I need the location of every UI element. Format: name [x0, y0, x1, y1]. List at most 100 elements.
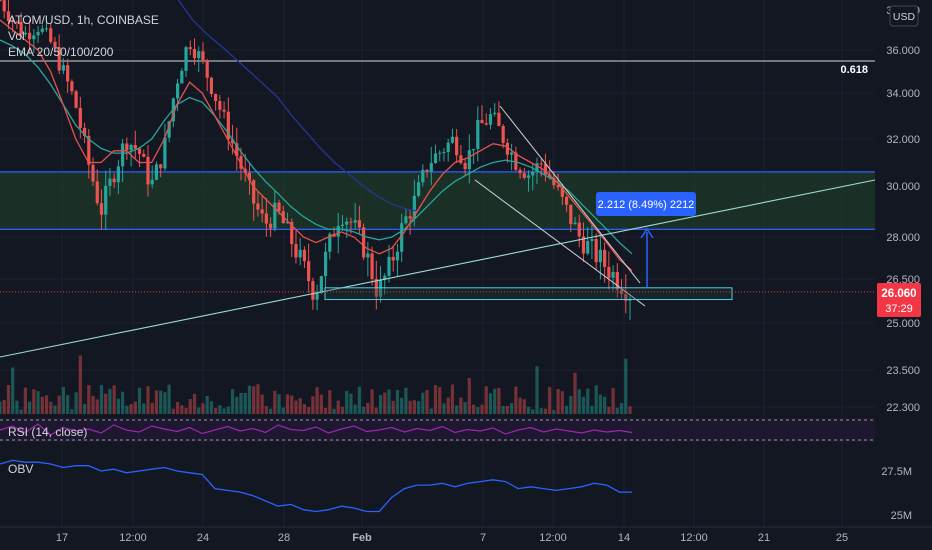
- volume-bar: [49, 401, 53, 414]
- price-tick-label: 34.000: [886, 88, 920, 100]
- candle-body: [36, 31, 40, 36]
- candle-body: [146, 156, 150, 185]
- candle-body: [459, 155, 463, 164]
- volume-bar: [315, 387, 319, 414]
- obv-tick-label: 25M: [891, 510, 912, 522]
- volume-bar: [82, 404, 87, 414]
- volume-bar: [425, 390, 429, 414]
- volume-bar: [404, 387, 408, 414]
- candles: [0, 0, 632, 321]
- candle-body: [290, 221, 294, 245]
- volume-bar: [209, 401, 214, 414]
- time-tick-label: 25: [836, 532, 848, 544]
- countdown: 37:29: [885, 303, 913, 315]
- vol-label[interactable]: Vol: [8, 29, 25, 43]
- volume-bar: [116, 398, 120, 414]
- candle-body: [615, 271, 619, 290]
- volume-bar: [70, 409, 74, 414]
- candle-body: [412, 195, 416, 219]
- candle-body: [78, 107, 82, 128]
- volume-bar: [2, 400, 6, 414]
- volume-bar: [184, 407, 188, 414]
- candle-body: [188, 47, 192, 50]
- candle-body: [57, 47, 61, 71]
- volume-bar: [273, 390, 277, 414]
- candle-body: [581, 236, 586, 254]
- volume-bar: [493, 388, 497, 414]
- candle-body: [95, 181, 99, 204]
- volume-bar: [488, 393, 493, 414]
- candle-body: [260, 209, 264, 214]
- volume-bar: [421, 392, 425, 414]
- candle-body: [543, 163, 548, 175]
- candle-body: [180, 70, 184, 84]
- candle-body: [121, 143, 125, 167]
- volume-bar: [586, 388, 590, 414]
- volume-bar: [594, 385, 598, 414]
- volume-bar: [497, 387, 501, 414]
- candle-body: [273, 202, 277, 229]
- candle-body: [222, 109, 226, 112]
- symbol-line[interactable]: ATOM/USD, 1h, COINBASE: [8, 13, 159, 27]
- price-tick-label: 36.000: [886, 45, 920, 57]
- candle-body: [192, 49, 197, 59]
- rsi-label[interactable]: RSI (14, close): [8, 425, 88, 439]
- volume-bar: [256, 384, 260, 414]
- volume-bar: [40, 396, 44, 414]
- currency-button-bg: [889, 5, 919, 27]
- time-tick-label: 17: [56, 532, 68, 544]
- obv-axis: 27.5M 25M: [881, 466, 912, 522]
- candle-body: [159, 164, 163, 169]
- candle-body: [488, 114, 493, 125]
- volume-bar: [125, 405, 129, 414]
- candle-body: [387, 256, 391, 276]
- volume-bar: [603, 396, 607, 414]
- volume-bar: [619, 402, 624, 414]
- volume-bar: [294, 400, 298, 414]
- volume-bar: [142, 403, 146, 414]
- candle-body: [311, 281, 315, 300]
- volume-bar: [277, 394, 281, 414]
- price-tick-label: 22.300: [886, 402, 920, 414]
- volume-bar: [362, 406, 366, 414]
- currency-button[interactable]: USD: [893, 11, 916, 23]
- volume-bar: [522, 399, 526, 414]
- candle-body: [556, 185, 560, 188]
- candle-body: [2, 0, 6, 12]
- volume-bar: [615, 407, 619, 414]
- volume-bar: [269, 408, 273, 414]
- volume-bar: [526, 406, 531, 414]
- volume-bar: [57, 395, 61, 414]
- candle-body: [471, 148, 476, 151]
- volume-bar: [598, 394, 603, 414]
- volume-bar: [19, 409, 23, 414]
- ema-label[interactable]: EMA 20/50/100/200: [8, 45, 114, 59]
- candle-body: [201, 51, 205, 61]
- volume-bar: [0, 401, 2, 414]
- candle-body: [154, 164, 159, 180]
- volume-bar: [455, 405, 459, 414]
- candle-body: [429, 163, 433, 172]
- candle-body: [560, 187, 564, 197]
- time-tick-label: Feb: [352, 532, 372, 544]
- volume-bar: [319, 394, 323, 414]
- candle-body: [383, 275, 387, 281]
- volume-bar: [104, 393, 108, 414]
- candle-body: [531, 171, 535, 176]
- candle-body: [433, 153, 438, 164]
- volume-bar: [391, 400, 395, 414]
- volume-bar: [290, 395, 294, 414]
- obv-label[interactable]: OBV: [8, 462, 34, 476]
- volume-bar: [577, 389, 581, 414]
- volume-bar: [214, 407, 218, 414]
- candle-body: [125, 143, 129, 151]
- time-axis: 17 12:00 24 28 Feb 7 12:00 14 12:00 21 25: [0, 526, 932, 544]
- candle-body: [269, 223, 273, 229]
- candle-body: [116, 166, 120, 183]
- candle-body: [569, 204, 573, 225]
- volume-bar: [205, 396, 209, 414]
- candle-body: [603, 249, 607, 267]
- candle-body: [175, 83, 180, 99]
- candle-body: [218, 100, 222, 110]
